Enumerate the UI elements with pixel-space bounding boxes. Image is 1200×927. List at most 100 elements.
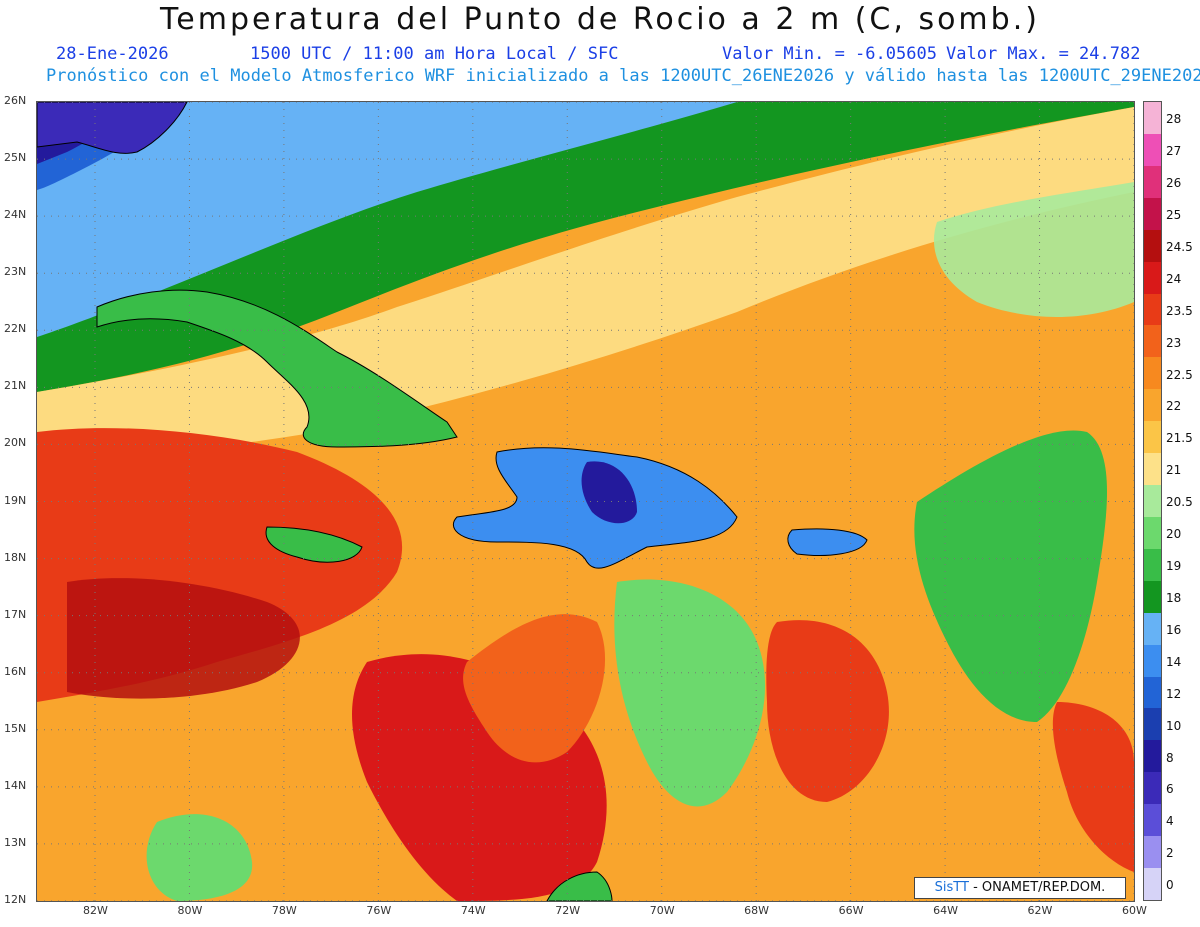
lon-label: 60W xyxy=(1122,904,1147,917)
colorbar-segment xyxy=(1144,453,1161,486)
colorbar-label: 12 xyxy=(1166,686,1182,701)
colorbar-label: 21 xyxy=(1166,463,1182,478)
green-zone-east xyxy=(914,430,1107,722)
colorbar-label: 25 xyxy=(1166,207,1182,222)
lon-label: 70W xyxy=(649,904,675,917)
colorbar-label: 22 xyxy=(1166,399,1182,414)
colorbar-segment xyxy=(1144,357,1161,390)
lat-label: 14N xyxy=(4,778,27,792)
colorbar-segment xyxy=(1144,165,1161,199)
colorbar-segment xyxy=(1144,229,1161,263)
colorbar-label: 26 xyxy=(1166,175,1182,190)
colorbar-label: 2 xyxy=(1166,846,1174,861)
colorbar-label: 21.5 xyxy=(1166,431,1193,446)
colorbar-segment xyxy=(1144,421,1161,454)
min-value: Valor Min. = -6.05605 xyxy=(722,44,937,64)
blue-band xyxy=(37,102,737,337)
colorbar-segment xyxy=(1144,197,1161,231)
lat-label: 18N xyxy=(4,550,27,564)
sistt-logo: SisTT xyxy=(934,880,969,895)
colorbar-label: 0 xyxy=(1166,878,1174,893)
colorbar-segment xyxy=(1144,485,1161,518)
chart-title: Temperatura del Punto de Rocio a 2 m (C,… xyxy=(160,2,1040,37)
lat-label: 26N xyxy=(4,94,27,107)
colorbar-segment xyxy=(1144,293,1161,326)
colorbar-label: 4 xyxy=(1166,814,1174,829)
lon-label: 66W xyxy=(838,904,864,917)
lon-label: 80W xyxy=(177,904,203,917)
colorbar-segment xyxy=(1144,772,1161,805)
colorbar xyxy=(1143,101,1162,901)
max-value: Valor Max. = 24.782 xyxy=(946,44,1141,64)
lon-label: 62W xyxy=(1027,904,1053,917)
graticule xyxy=(37,102,1134,901)
forecast-date: 28-Ene-2026 xyxy=(56,44,169,64)
hispaniola-core xyxy=(581,461,637,524)
colorbar-segment xyxy=(1144,644,1161,678)
lon-label: 68W xyxy=(744,904,770,917)
jamaica-island xyxy=(265,526,363,563)
lat-label: 25N xyxy=(4,151,27,165)
model-info: Pronóstico con el Modelo Atmosferico WRF… xyxy=(46,66,1200,86)
lat-label: 20N xyxy=(4,436,27,450)
colorbar-label: 24 xyxy=(1166,271,1182,286)
lon-label: 64W xyxy=(933,904,958,917)
lat-label: 15N xyxy=(4,721,27,735)
colorbar-segment xyxy=(1144,612,1161,646)
green-zone-central xyxy=(614,579,766,807)
colorbar-label: 28 xyxy=(1166,112,1182,127)
darkred-zone-west xyxy=(67,578,300,699)
orange-zone xyxy=(463,614,606,763)
colorbar-segment xyxy=(1144,548,1161,582)
lat-label: 12N xyxy=(4,893,27,906)
colorbar-segment xyxy=(1144,836,1161,869)
colorbar-label: 16 xyxy=(1166,622,1182,637)
colorbar-label: 19 xyxy=(1166,559,1182,574)
lon-label: 82W xyxy=(83,904,108,917)
colorbar-segment xyxy=(1144,516,1161,550)
puerto-rico-island xyxy=(787,528,868,556)
colorbar-label: 18 xyxy=(1166,590,1182,605)
lat-label: 19N xyxy=(4,493,27,507)
south-america-coast xyxy=(546,871,613,901)
forecast-time: 1500 UTC / 11:00 am Hora Local / SFC xyxy=(250,44,619,64)
lon-label: 74W xyxy=(460,904,486,917)
colorbar-label: 27 xyxy=(1166,144,1182,159)
map-canvas xyxy=(37,102,1134,901)
colorbar-segment xyxy=(1144,389,1161,422)
colorbar-label: 23 xyxy=(1166,335,1182,350)
colorbar-label: 20 xyxy=(1166,527,1182,542)
credit-text: - ONAMET/REP.DOM. xyxy=(968,880,1106,895)
colorbar-segment xyxy=(1144,261,1161,294)
colorbar-segment xyxy=(1144,325,1161,358)
colorbar-segment xyxy=(1144,708,1161,741)
florida-coast xyxy=(37,102,188,154)
lon-label: 72W xyxy=(555,904,581,917)
colorbar-label: 23.5 xyxy=(1166,303,1193,318)
lon-label: 76W xyxy=(366,904,392,917)
colorbar-segment xyxy=(1144,676,1161,709)
lat-label: 21N xyxy=(4,379,27,393)
colorbar-label: 10 xyxy=(1166,718,1182,733)
lat-label: 22N xyxy=(4,322,27,336)
credit-box: SisTT - ONAMET/REP.DOM. xyxy=(914,877,1126,899)
red-zone-far-east xyxy=(1052,702,1134,872)
colorbar-segment xyxy=(1144,580,1161,614)
colorbar-segment xyxy=(1144,868,1161,901)
green-zone-sw xyxy=(146,814,253,901)
colorbar-segment xyxy=(1144,102,1161,135)
colorbar-label: 14 xyxy=(1166,654,1182,669)
colorbar-segment xyxy=(1144,804,1161,837)
lat-label: 17N xyxy=(4,607,27,621)
light-green-zone xyxy=(933,182,1134,317)
dewpoint-map xyxy=(36,101,1135,902)
colorbar-segment xyxy=(1144,133,1161,167)
colorbar-label: 8 xyxy=(1166,750,1174,765)
lat-label: 23N xyxy=(4,265,27,279)
colorbar-label: 22.5 xyxy=(1166,367,1193,382)
cuba-island xyxy=(96,289,458,448)
colorbar-label: 6 xyxy=(1166,782,1174,797)
colorbar-label: 24.5 xyxy=(1166,239,1193,254)
colorbar-segment xyxy=(1144,740,1161,773)
colorbar-label: 20.5 xyxy=(1166,495,1193,510)
